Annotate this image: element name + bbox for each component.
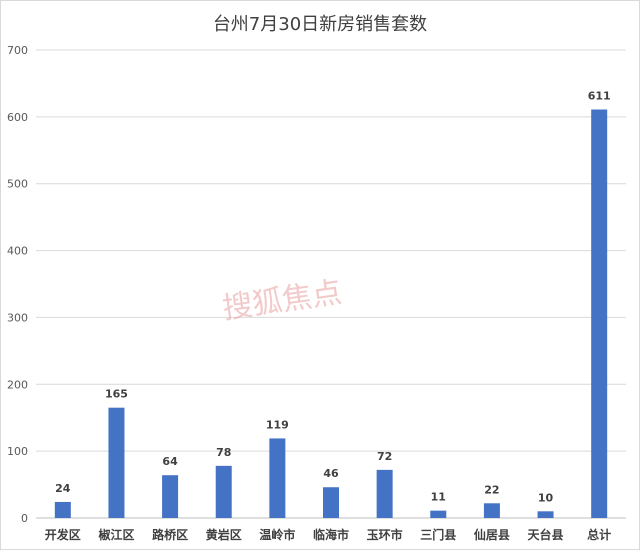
- bar: [376, 469, 393, 518]
- data-labels: 24 165 64 78 119 46 72 11 22 10 611: [55, 90, 611, 505]
- data-label: 78: [216, 446, 231, 459]
- y-tick-label: 0: [21, 512, 28, 525]
- watermark-logo: 搜狐焦点: [220, 275, 344, 326]
- category-label: 临海市: [313, 527, 349, 542]
- data-label: 72: [377, 450, 392, 463]
- data-label: 165: [105, 388, 128, 401]
- category-label: 总计: [587, 527, 611, 542]
- category-label: 天台县: [528, 527, 564, 542]
- data-label: 611: [588, 90, 611, 103]
- bar: [323, 487, 339, 518]
- y-tick-label: 300: [7, 311, 28, 324]
- chart-title: 台州7月30日新房销售套数: [212, 14, 428, 35]
- bar: [483, 503, 500, 518]
- category-label: 路桥区: [152, 527, 188, 542]
- bar: [108, 407, 125, 518]
- category-label: 开发区: [45, 527, 81, 542]
- bar: [162, 475, 179, 518]
- bar: [430, 510, 447, 518]
- bars: [54, 109, 608, 518]
- y-tick-label: 100: [7, 445, 28, 458]
- y-tick-label: 700: [7, 44, 28, 57]
- category-label: 温岭市: [259, 527, 295, 542]
- data-label: 24: [55, 482, 71, 495]
- gridlines: [36, 49, 626, 519]
- data-label: 22: [484, 483, 499, 496]
- y-tick-label: 600: [7, 111, 28, 124]
- y-tick-label: 500: [7, 178, 28, 191]
- bar: [269, 438, 286, 518]
- bar: [591, 109, 608, 518]
- category-label: 三门县: [420, 527, 456, 542]
- category-label: 椒江区: [98, 527, 134, 542]
- category-label: 玉环市: [367, 527, 403, 542]
- data-label: 46: [323, 467, 339, 480]
- data-label: 11: [431, 491, 446, 504]
- category-label: 仙居县: [474, 527, 510, 542]
- category-labels: 开发区 椒江区 路桥区 黄岩区 温岭市 临海市 玉环市 三门县 仙居县 天台县 总计: [45, 527, 611, 542]
- bar: [54, 501, 71, 518]
- data-label: 64: [162, 455, 178, 468]
- bar: [215, 465, 232, 518]
- bar: [537, 511, 554, 518]
- data-label: 119: [266, 418, 289, 431]
- category-label: 黄岩区: [206, 527, 242, 542]
- y-tick-label: 400: [7, 245, 28, 258]
- y-axis-ticks: 0 100 200 300 400 500 600 700: [7, 44, 28, 525]
- y-tick-label: 200: [7, 378, 28, 391]
- data-label: 10: [538, 491, 554, 504]
